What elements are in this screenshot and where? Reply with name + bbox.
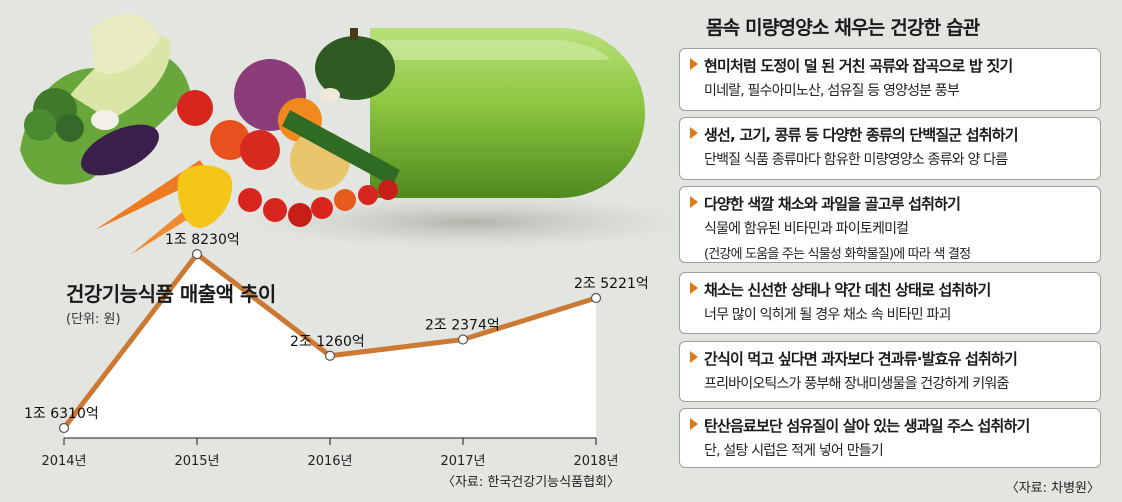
habit-heading: 다양한 색깔 채소와 과일을 골고루 섭취하기 xyxy=(704,195,961,213)
x-tick-label: 2017년 xyxy=(440,454,485,469)
data-label: 2조 5221억 xyxy=(574,276,649,292)
habits-source: 〈자료: 차병원〉 xyxy=(1005,481,1100,496)
data-label: 1조 8230억 xyxy=(165,232,240,248)
arrow-icon xyxy=(690,196,698,208)
habit-card-5: 간식이 먹고 싶다면 과자보다 견과류·발효유 섭취하기 프리바이오틱스가 풍부… xyxy=(679,341,1101,402)
habit-card-4: 채소는 신선한 상태나 약간 데친 상태로 섭취하기 너무 많이 익히게 될 경… xyxy=(679,272,1101,334)
cherry-tomato xyxy=(238,188,262,212)
data-point xyxy=(324,350,336,361)
habit-detail: 너무 많이 익히게 될 경우 채소 속 비타민 파괴 xyxy=(704,307,951,323)
habit-card-1: 현미처럼 도정이 덜 된 거친 곡류와 잡곡으로 밥 짓기 미네랄, 필수아미노… xyxy=(679,48,1101,111)
chart-title: 건강기능식품 매출액 추이 xyxy=(66,282,276,306)
habit-detail: 단, 설탕 시럽은 적게 넣어 만들기 xyxy=(704,443,884,459)
habit-detail: (건강에 도움을 주는 식물성 화학물질)에 따라 색 결정 xyxy=(704,247,971,262)
habit-heading: 탄산음료보단 섬유질이 살아 있는 생과일 주스 섭취하기 xyxy=(704,417,1030,435)
habit-detail: 단백질 식품 종류마다 함유한 미량영양소 종류와 양 다름 xyxy=(704,152,1008,168)
capsule-shadow xyxy=(240,194,690,250)
capsule xyxy=(370,28,645,198)
x-axis-ticks: 2014년 2015년 2016년 2017년 2018년 xyxy=(41,438,619,469)
arrow-icon xyxy=(690,58,698,70)
chart-area-fill xyxy=(64,254,596,438)
chart-source: 〈자료: 한국건강기능식품협회〉 xyxy=(442,475,620,490)
x-tick-label: 2018년 xyxy=(573,454,618,469)
data-point xyxy=(457,334,469,345)
habit-heading: 간식이 먹고 싶다면 과자보다 견과류·발효유 섭취하기 xyxy=(704,350,1018,368)
habit-card-2: 생선, 고기, 콩류 등 다양한 종류의 단백질군 섭취하기 단백질 식품 종류… xyxy=(679,117,1101,180)
habit-detail: 미네랄, 필수아미노산, 섬유질 등 영양성분 풍부 xyxy=(704,83,960,99)
yellow-pepper xyxy=(177,165,233,228)
vegetables-capsule-illustration xyxy=(20,14,690,255)
data-label: 2조 1260억 xyxy=(290,334,365,350)
data-label: 1조 6310억 xyxy=(24,406,99,422)
habit-detail: 프리바이오틱스가 풍부해 장내미생물을 건강하게 키워줌 xyxy=(704,376,1009,392)
arrow-icon xyxy=(690,351,698,363)
pumpkin xyxy=(315,36,395,100)
x-tick-label: 2014년 xyxy=(41,454,86,469)
arrow-icon xyxy=(690,418,698,430)
habit-card-3: 다양한 색깔 채소와 과일을 골고루 섭취하기 식물에 함유된 비타민과 파이토… xyxy=(679,186,1101,263)
data-label: 2조 2374억 xyxy=(425,318,500,334)
tomato xyxy=(177,90,213,126)
habit-heading: 현미처럼 도정이 덜 된 거친 곡류와 잡곡으로 밥 짓기 xyxy=(704,57,1013,75)
habits-title: 몸속 미량영양소 채우는 건강한 습관 xyxy=(706,17,980,39)
habit-card-6: 탄산음료보단 섬유질이 살아 있는 생과일 주스 섭취하기 단, 설탕 시럽은 … xyxy=(679,408,1101,468)
sales-trend-chart: 2014년 2015년 2016년 2017년 2018년 1조 6310억 1조 823… xyxy=(24,232,649,490)
data-point xyxy=(58,422,70,434)
habit-heading: 생선, 고기, 콩류 등 다양한 종류의 단백질군 섭취하기 xyxy=(704,126,1019,144)
x-tick-label: 2016년 xyxy=(307,454,352,469)
data-point xyxy=(590,292,602,304)
cucumber xyxy=(282,110,400,186)
habit-heading: 채소는 신선한 상태나 약간 데친 상태로 섭취하기 xyxy=(704,281,991,299)
arrow-icon xyxy=(690,127,698,139)
arrow-icon xyxy=(690,282,698,294)
data-point xyxy=(191,249,203,260)
x-tick-label: 2015년 xyxy=(174,454,219,469)
eggplant xyxy=(81,124,159,176)
mushroom xyxy=(91,110,119,130)
data-points xyxy=(58,249,602,434)
habit-detail: 식물에 함유된 비타민과 파이토케미컬 xyxy=(704,221,909,237)
chart-unit: (단위: 원) xyxy=(66,312,121,327)
data-labels: 1조 6310억 1조 8230억 2조 1260억 2조 2374억 2조 5221억 xyxy=(24,232,649,422)
